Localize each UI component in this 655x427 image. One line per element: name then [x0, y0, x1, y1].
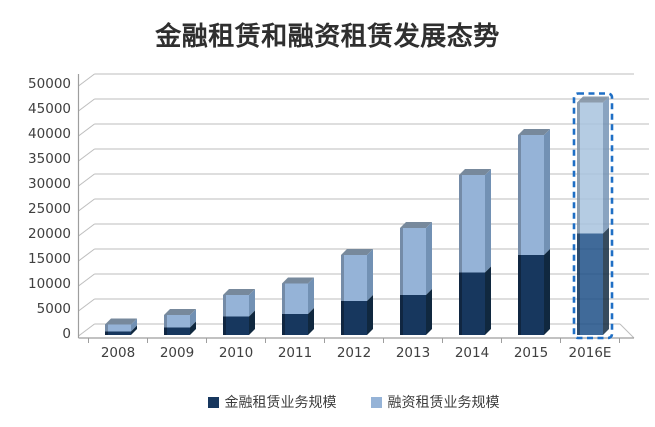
y-axis-tick-label: 45000: [28, 101, 71, 117]
y-axis-tick-label: 15000: [28, 251, 71, 267]
chart-legend: 金融租赁业务规模 融资租赁业务规模: [26, 392, 655, 412]
bar-chart-plot: 0 5000 10000 15000 20000 25000 30000 35000 40000…: [28, 73, 649, 361]
stacked-bar-2009: [164, 309, 196, 335]
legend-label-finance-leasing: 融资租赁业务规模: [387, 395, 500, 411]
x-axis-tick-label: 2008: [101, 345, 135, 361]
x-axis-tick-label: 2015: [514, 345, 548, 361]
x-axis-tick-label: 2010: [219, 345, 253, 361]
y-axis-tick-label: 25000: [28, 201, 71, 217]
legend-swatch-dark: [207, 396, 219, 408]
forecast-dashed-outline: [572, 92, 614, 340]
stacked-bar-2010: [223, 289, 255, 335]
y-axis-tick-label: 50000: [28, 76, 71, 92]
y-axis-tick-label: 30000: [28, 176, 71, 192]
x-axis-tick-label: 2012: [337, 345, 371, 361]
x-axis-tick-label: 2011: [278, 345, 312, 361]
y-axis-tick-label: 35000: [28, 151, 71, 167]
y-axis-tick-label: 0: [62, 326, 71, 342]
x-axis-tick-label: 2014: [455, 345, 489, 361]
x-axis-tick-label: 2016E: [569, 345, 612, 361]
stacked-bar-2016E: [572, 92, 614, 340]
legend-item-finance-leasing: 融资租赁业务规模: [370, 392, 500, 412]
legend-label-financial-leasing: 金融租赁业务规模: [224, 395, 337, 411]
y-axis-tick-label: 20000: [28, 226, 71, 242]
stacked-bar-2008: [105, 318, 137, 335]
stacked-bar-2011: [282, 277, 314, 335]
y-axis-tick-label: 40000: [28, 126, 71, 142]
legend-swatch-light: [370, 396, 382, 408]
legend-item-financial-leasing: 金融租赁业务规模: [207, 392, 337, 412]
y-axis-tick-label: 10000: [28, 276, 71, 292]
stacked-bar-2012: [341, 249, 373, 335]
stacked-bar-2015: [518, 129, 550, 335]
stacked-bar-2013: [400, 222, 432, 335]
x-axis-tick-label: 2009: [160, 345, 194, 361]
chart-title: 金融租赁和融资租赁发展态势: [155, 22, 500, 52]
x-axis-tick-label: 2013: [396, 345, 430, 361]
stacked-bar-2014: [459, 169, 491, 335]
y-axis-tick-label: 5000: [37, 301, 71, 317]
